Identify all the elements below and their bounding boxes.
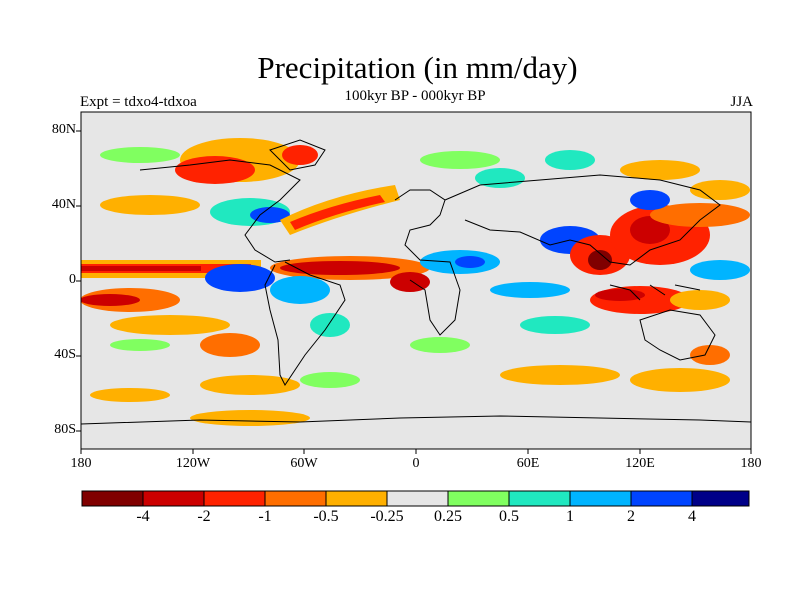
colorbar-swatch: [386, 490, 449, 507]
colorbar-label: 1: [566, 508, 574, 525]
map-subtitle: 100kyr BP - 000kyr BP: [344, 88, 486, 104]
colorbar-swatch: [142, 490, 205, 507]
colorbar-label: 4: [688, 508, 696, 525]
colorbar-label: 0.5: [499, 508, 519, 525]
colorbar-swatch: [447, 490, 510, 507]
colorbar-label: -2: [197, 508, 211, 525]
lon-tick-label: 120E: [625, 456, 655, 471]
lon-tick-label: 60E: [516, 456, 540, 471]
lat-tick-label: 40S: [54, 347, 76, 362]
lon-tick-label: 0: [412, 456, 420, 471]
colorbar-swatch: [569, 490, 632, 507]
axis-ticks: [76, 130, 752, 454]
lon-tick-label: 180: [740, 456, 762, 471]
lon-tick-label: 180: [70, 456, 92, 471]
lat-tick-label: 0: [69, 272, 76, 287]
lat-tick-label: 80S: [54, 422, 76, 437]
coastlines: [81, 139, 751, 425]
colorbar-label: -0.5: [313, 508, 339, 525]
colorbar-label: -0.25: [370, 508, 404, 525]
colorbar-swatch: [264, 490, 327, 507]
season-label: JJA: [730, 94, 753, 110]
colorbar-label: -4: [136, 508, 150, 525]
colorbar-label: 0.25: [434, 508, 462, 525]
colorbar-swatch: [630, 490, 693, 507]
colorbar-label: -1: [258, 508, 272, 525]
colorbar-swatch: [691, 490, 750, 507]
colorbar-label: 2: [627, 508, 635, 525]
map-title: Precipitation (in mm/day): [257, 50, 578, 85]
colorbar-swatch: [508, 490, 571, 507]
lat-tick-label: 80N: [51, 122, 76, 137]
lat-tick-label: 40N: [51, 197, 76, 212]
lon-tick-label: 60W: [290, 456, 318, 471]
colorbar-swatch: [203, 490, 266, 507]
experiment-label: Expt = tdxo4-tdxoa: [80, 94, 197, 110]
colorbar-swatch: [81, 490, 144, 507]
colorbar: [81, 490, 750, 507]
colorbar-swatch: [325, 490, 388, 507]
precip-anomaly-field: [81, 138, 750, 426]
lon-tick-label: 120W: [175, 456, 211, 471]
